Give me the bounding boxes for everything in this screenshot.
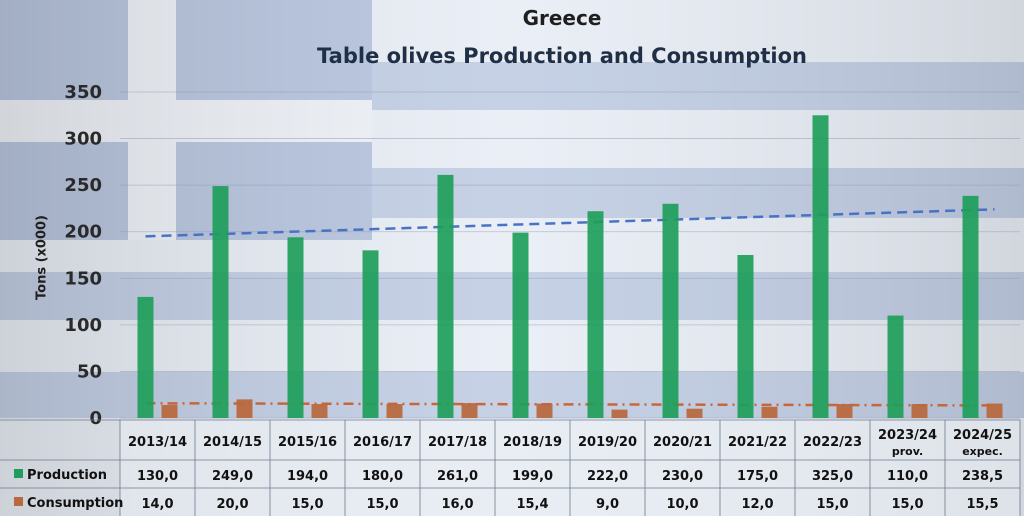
consumption-legend-swatch (14, 497, 23, 506)
production-bar (737, 255, 754, 418)
production-bar (587, 211, 604, 418)
production-value-label: 180,0 (362, 469, 403, 484)
consumption-bar (911, 404, 928, 418)
category-label: 2016/17 (353, 435, 412, 450)
consumption-bar (986, 403, 1003, 418)
category-note: prov. (892, 445, 923, 458)
consumption-bar (311, 404, 328, 418)
production-value-label: 222,0 (587, 469, 628, 484)
consumption-bar (836, 404, 853, 418)
consumption-value-label: 12,0 (741, 497, 773, 512)
y-tick-label: 200 (64, 222, 102, 243)
production-value-label: 230,0 (662, 469, 703, 484)
bars (137, 115, 1003, 419)
category-label: 2024/25 (953, 428, 1012, 443)
consumption-value-label: 15,0 (891, 497, 923, 512)
category-note: expec. (962, 445, 1003, 458)
production-bar (137, 296, 154, 418)
category-label: 2021/22 (728, 435, 787, 450)
category-label: 2014/15 (203, 435, 262, 450)
consumption-value-label: 20,0 (216, 497, 248, 512)
production-bar (962, 195, 979, 418)
production-value-label: 238,5 (962, 469, 1003, 484)
chart-title: Greece (522, 6, 602, 30)
consumption-bar (611, 409, 628, 418)
production-bar (362, 250, 379, 418)
y-tick-label: 350 (64, 82, 102, 103)
category-label: 2015/16 (278, 435, 337, 450)
consumption-bar (536, 403, 553, 418)
y-tick-label: 0 (89, 408, 102, 429)
production-value-label: 175,0 (737, 469, 778, 484)
consumption-trend-line (145, 402, 995, 407)
grid-lines (120, 91, 1020, 419)
consumption-bar (686, 408, 703, 418)
production-bar (287, 237, 304, 418)
consumption-bar (761, 406, 778, 418)
production-bar (512, 232, 529, 418)
category-label: 2017/18 (428, 435, 487, 450)
consumption-bar (386, 404, 403, 418)
production-value-label: 261,0 (437, 469, 478, 484)
y-tick-label: 150 (64, 268, 102, 289)
consumption-value-label: 15,5 (966, 497, 998, 512)
consumption-bar (236, 399, 253, 418)
production-value-label: 110,0 (887, 469, 928, 484)
consumption-value-label: 15,0 (291, 497, 323, 512)
category-label: 2020/21 (653, 435, 712, 450)
consumption-bar (461, 403, 478, 418)
consumption-value-label: 15,4 (516, 497, 548, 512)
category-label: 2019/20 (578, 435, 637, 450)
category-label: 2023/24 (878, 428, 937, 443)
category-label: 2013/14 (128, 435, 187, 450)
y-tick-label: 250 (64, 175, 102, 196)
chart-subtitle: Table olives Production and Consumption (317, 44, 807, 68)
production-value-label: 194,0 (287, 469, 328, 484)
consumption-value-label: 15,0 (816, 497, 848, 512)
production-bar (812, 115, 829, 419)
consumption-value-label: 16,0 (441, 497, 473, 512)
category-label: 2018/19 (503, 435, 562, 450)
consumption-legend-label: Consumption (27, 496, 123, 511)
trend-lines (145, 208, 995, 407)
production-bar (212, 186, 229, 418)
production-legend-swatch (14, 469, 23, 478)
production-value-label: 325,0 (812, 469, 853, 484)
y-tick-labels: 0 50 100 150 200 250 300 350 (64, 82, 102, 429)
production-legend-label: Production (27, 468, 107, 483)
consumption-value-label: 9,0 (596, 497, 619, 512)
y-tick-label: 100 (64, 315, 102, 336)
category-label: 2022/23 (803, 435, 862, 450)
production-bar (887, 315, 904, 418)
production-value-label: 130,0 (137, 469, 178, 484)
data-table: 2013/14 130,0 14,0 2014/15 249,0 20,0 2015/16 1… (0, 419, 1021, 516)
consumption-bar (161, 404, 178, 418)
consumption-value-label: 15,0 (366, 497, 398, 512)
production-trend-line (145, 208, 995, 238)
production-value-label: 249,0 (212, 469, 253, 484)
y-tick-label: 300 (64, 129, 102, 150)
production-bar (437, 174, 454, 418)
production-value-label: 199,0 (512, 469, 553, 484)
consumption-value-label: 10,0 (666, 497, 698, 512)
y-tick-label: 50 (77, 361, 102, 382)
production-bar (662, 203, 679, 418)
consumption-value-label: 14,0 (141, 497, 173, 512)
